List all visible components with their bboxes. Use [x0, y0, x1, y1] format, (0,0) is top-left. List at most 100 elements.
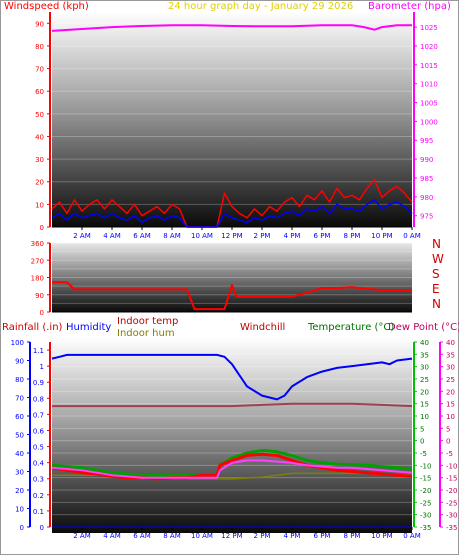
top-panel-x-axis: 2 AM 4 AM 6 AM 8 AM 10 AM 12 PM 2 PM 4 PM 6 PM 8 … [52, 226, 421, 240]
barometer-tick-label: 995 [420, 137, 433, 145]
rainfall-tick-label: 0 [40, 524, 44, 532]
bottom-time-tick-label: 2 AM [73, 532, 91, 540]
compass-label-1: W [432, 252, 444, 266]
direction-panel-background [52, 243, 412, 312]
compass-label-3: E [432, 282, 440, 296]
rainfall-tick-label: 0.6 [33, 427, 45, 435]
humidity-tick-label: 20 [15, 487, 24, 495]
dewpoint-tick-label: -35 [446, 524, 457, 532]
windspeed-tick-label: 30 [35, 156, 44, 164]
barometer-tick-label: 1000 [420, 118, 438, 126]
top-time-tick-label: 2 PM [254, 232, 271, 240]
barometer-line [51, 24, 412, 32]
windspeed-axis: 0 10 20 30 40 50 60 70 80 90 [35, 12, 51, 232]
temperature-tick-label: 30 [420, 364, 429, 372]
temperature-tick-label: -35 [420, 524, 431, 532]
compass-label-2: S [432, 267, 440, 281]
temperature-tick-label: 5 [420, 425, 424, 433]
humidity-tick-label: 70 [15, 395, 24, 403]
dewpoint-axis-title: Dew Point (°C) [388, 322, 459, 333]
compass-label-4: N [432, 297, 441, 311]
windspeed-tick-label: 90 [35, 20, 44, 28]
temperature-axis-title: Temperature (°C) [307, 322, 394, 333]
direction-tick-label: 180 [31, 275, 44, 283]
dewpoint-tick-label: 10 [446, 413, 455, 421]
bottom-panel-background [52, 337, 412, 533]
barometer-tick-label: 975 [420, 213, 433, 221]
barometer-tick-label: 985 [420, 175, 433, 183]
compass-label-0: N [432, 237, 441, 251]
temperature-tick-label: -25 [420, 499, 431, 507]
windspeed-tick-label: 20 [35, 179, 44, 187]
dewpoint-tick-label: 30 [446, 364, 455, 372]
humidity-axis-title: Humidity [66, 322, 111, 333]
windspeed-tick-label: 60 [35, 88, 44, 96]
direction-tick-label: 360 [31, 240, 44, 248]
temperature-tick-label: -10 [420, 462, 431, 470]
rainfall-tick-label: 0.2 [33, 492, 44, 500]
windspeed-tick-label: 50 [35, 111, 44, 119]
dewpoint-tick-label: -25 [446, 499, 457, 507]
humidity-tick-label: 0 [20, 524, 24, 532]
windspeed-axis-title: Windspeed (kph) [4, 1, 89, 12]
top-time-tick-label: 4 AM [103, 232, 121, 240]
barometer-tick-label: 1025 [420, 24, 438, 32]
barometer-tick-label: 1010 [420, 81, 438, 89]
rainfall-tick-label: 0.1 [33, 508, 44, 516]
temperature-tick-label: 40 [420, 339, 429, 347]
top-time-tick-label: 6 AM [133, 232, 151, 240]
bottom-time-tick-label: 2 PM [254, 532, 271, 540]
windspeed-tick-label: 80 [35, 43, 44, 51]
dewpoint-tick-label: 35 [446, 351, 455, 359]
rainfall-tick-label: 0.9 [33, 379, 44, 387]
indoor-temp-line [52, 402, 413, 408]
temperature-tick-label: -5 [420, 450, 427, 458]
barometer-tick-label: 990 [420, 156, 433, 164]
bottom-time-tick-label: 6 AM [133, 532, 151, 540]
top-panel-background [52, 12, 412, 227]
humidity-tick-label: 90 [15, 358, 24, 366]
dewpoint-tick-label: -10 [446, 462, 457, 470]
humidity-tick-label: 50 [15, 432, 24, 440]
humidity-tick-label: 80 [15, 376, 24, 384]
windspeed-line [51, 199, 413, 228]
rainfall-tick-label: 0.3 [33, 476, 44, 484]
dewpoint-tick-label: 0 [446, 438, 450, 446]
bottom-time-tick-label: 4 PM [284, 532, 301, 540]
top-time-tick-label: 6 PM [314, 232, 331, 240]
temperature-tick-label: 20 [420, 388, 429, 396]
windchill-line [51, 452, 413, 481]
dewpoint-tick-label: -20 [446, 487, 457, 495]
dew-point-c-line [51, 459, 413, 479]
dewpoint-tick-label: -15 [446, 475, 457, 483]
top-time-tick-label: 8 AM [163, 232, 181, 240]
bottom-time-tick-label: 10 AM [191, 532, 213, 540]
rainfall-tick-label: 1 [40, 363, 44, 371]
dewpoint-tick-label: 20 [446, 388, 455, 396]
barometer-tick-label: 1015 [420, 62, 438, 70]
bottom-time-tick-label: 8 AM [163, 532, 181, 540]
barometer-tick-label: 1005 [420, 100, 438, 108]
barometer-axis-title: Barometer (hpa) [368, 1, 451, 12]
bottom-panel-series [51, 353, 413, 528]
direction-tick-label: 0 [40, 309, 44, 317]
windspeed-tick-label: 0 [40, 224, 44, 232]
temperature-tick-label: 25 [420, 376, 429, 384]
humidity-line [51, 353, 413, 401]
indoor-hum-label: Indoor hum [117, 328, 175, 339]
rainfall-tick-label: 0.5 [33, 444, 44, 452]
bottom-time-tick-label: 4 AM [103, 532, 121, 540]
barometer-tick-label: 1020 [420, 43, 438, 51]
dewpoint-tick-label: 40 [446, 339, 455, 347]
windspeed-tick-label: 40 [35, 133, 44, 141]
humidity-tick-label: 40 [15, 450, 24, 458]
indoor-temp-label: Indoor temp [117, 316, 178, 327]
temperature-tick-label: -15 [420, 475, 431, 483]
bottom-time-tick-label: 12 PM [221, 532, 242, 540]
rainfall-axis-title: Rainfall (.in) [2, 322, 63, 333]
bottom-time-tick-label: 6 PM [314, 532, 331, 540]
rainfall-tick-label: 1.1 [33, 347, 44, 355]
